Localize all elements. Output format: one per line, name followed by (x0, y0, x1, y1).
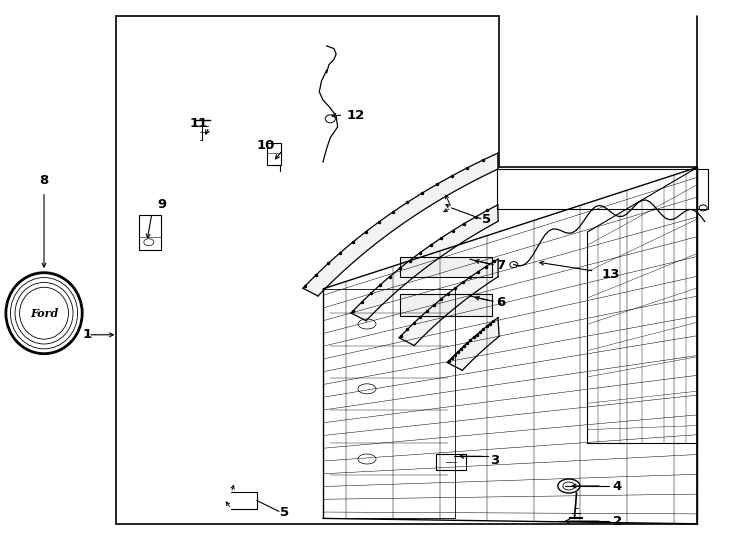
Text: 5: 5 (482, 213, 491, 226)
Polygon shape (447, 318, 499, 370)
Text: 11: 11 (189, 117, 208, 130)
Polygon shape (303, 153, 498, 296)
Text: 10: 10 (257, 139, 275, 152)
Text: Ford: Ford (30, 308, 58, 319)
Ellipse shape (558, 479, 580, 493)
Polygon shape (399, 259, 498, 346)
Bar (497, 169, 708, 209)
Text: 12: 12 (346, 109, 365, 122)
Text: 6: 6 (496, 296, 506, 309)
Text: 4: 4 (613, 480, 622, 492)
Text: 3: 3 (490, 454, 500, 467)
Text: 13: 13 (602, 268, 620, 281)
Bar (400, 294, 492, 316)
Text: 8: 8 (40, 174, 48, 187)
Bar (400, 256, 492, 277)
Polygon shape (351, 205, 498, 321)
Text: 7: 7 (496, 259, 505, 272)
Bar (266, 143, 280, 165)
Ellipse shape (6, 273, 82, 354)
Text: 1: 1 (82, 328, 92, 341)
Bar (437, 454, 466, 470)
Bar (139, 215, 161, 250)
Text: 9: 9 (158, 198, 167, 211)
Text: 5: 5 (280, 506, 289, 519)
Text: 2: 2 (613, 515, 622, 528)
